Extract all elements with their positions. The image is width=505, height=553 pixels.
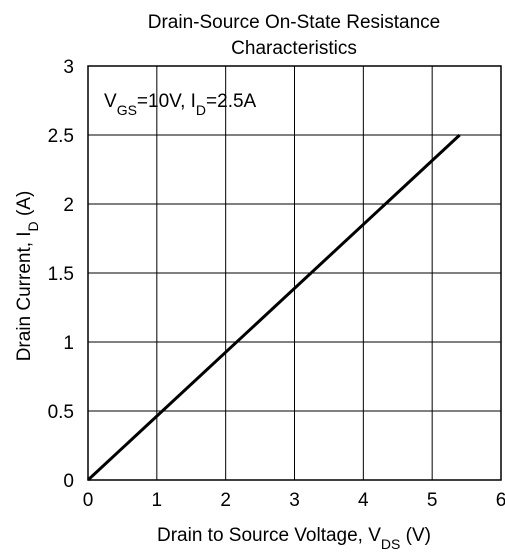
y-tick-label: 1.5 xyxy=(48,264,74,285)
subscript-text: D xyxy=(196,102,206,118)
x-axis-label: Drain to Source Voltage, VDS (V) xyxy=(157,525,431,552)
y-axis-label: Drain Current, ID (A) xyxy=(14,191,41,362)
series-line xyxy=(86,133,461,482)
y-tick-label: 2.5 xyxy=(48,126,74,147)
x-tick-label: 3 xyxy=(289,490,300,511)
label-text: =2.5A xyxy=(206,91,257,112)
subscript-text: GS xyxy=(117,102,137,118)
label-text: Drain to Source Voltage, V xyxy=(157,525,381,546)
subscript-text: DS xyxy=(381,536,400,552)
chart-annotation: VGS=10V, ID=2.5A xyxy=(104,91,257,118)
chart-title-line-1: Drain-Source On-State Resistance xyxy=(148,12,441,33)
plot-area xyxy=(86,133,461,482)
grid-lines xyxy=(87,65,502,481)
label-text: (A) xyxy=(14,191,35,222)
y-tick-labels: 0 0.5 1 1.5 2 2.5 3 xyxy=(48,57,74,492)
x-tick-labels: 0 1 2 3 4 5 6 xyxy=(83,490,505,511)
x-tick-label: 4 xyxy=(358,490,369,511)
y-tick-label: 1 xyxy=(63,333,74,354)
label-text: =10V, I xyxy=(137,91,196,112)
x-tick-label: 6 xyxy=(496,490,505,511)
label-text: (V) xyxy=(400,525,431,546)
y-tick-label: 0 xyxy=(63,471,74,492)
subscript-text: D xyxy=(25,221,41,231)
chart-title-line-2: Characteristics xyxy=(231,38,357,59)
y-tick-label: 0.5 xyxy=(48,402,74,423)
label-text: Drain Current, I xyxy=(14,231,35,361)
x-tick-label: 5 xyxy=(427,490,438,511)
y-tick-label: 3 xyxy=(63,57,74,78)
label-text: V xyxy=(104,91,117,112)
x-tick-label: 2 xyxy=(220,490,231,511)
x-tick-label: 0 xyxy=(83,490,94,511)
y-tick-label: 2 xyxy=(63,195,74,216)
plot-frame xyxy=(87,65,502,481)
x-tick-label: 1 xyxy=(152,490,163,511)
